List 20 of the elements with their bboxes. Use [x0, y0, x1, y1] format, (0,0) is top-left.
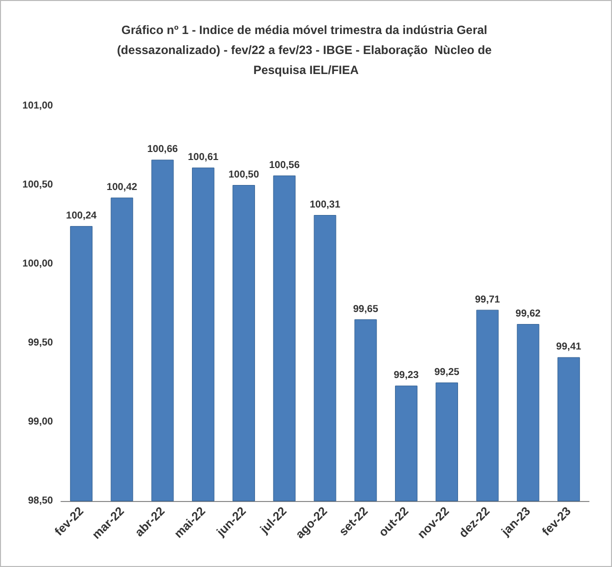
y-tick-label: 99,00	[28, 416, 54, 428]
data-label: 100,66	[147, 144, 178, 156]
data-label: 100,50	[228, 170, 260, 180]
y-tick-label: 101,00	[22, 100, 54, 112]
data-label: 100,56	[269, 160, 300, 172]
y-tick-label: 100,50	[22, 180, 54, 190]
chart-title: Gráfico nº 1 - Indice de média móvel trimestra da indústria Geral (dessazonalizado) - fev/22 a fev/23 - IBGE - Elaboração Nùcleo de Pesquisa IEL/FIEA	[116, 23, 496, 77]
data-label: 100,42	[106, 182, 138, 194]
data-label: 100,24	[66, 210, 98, 222]
data-label: 100,61	[188, 152, 219, 164]
data-label: 99,25	[434, 367, 460, 378]
y-tick-label: 99,50	[28, 338, 54, 348]
data-label: 99,62	[516, 308, 542, 320]
data-label: 99,23	[394, 370, 420, 382]
data-label: 99,65	[353, 304, 379, 315]
y-tick-label: 100,00	[22, 258, 54, 270]
data-label: 100,31	[310, 200, 341, 211]
data-label: 99,41	[556, 342, 582, 353]
y-tick-label: 98,50	[28, 496, 54, 506]
data-label: 99,71	[474, 294, 500, 306]
